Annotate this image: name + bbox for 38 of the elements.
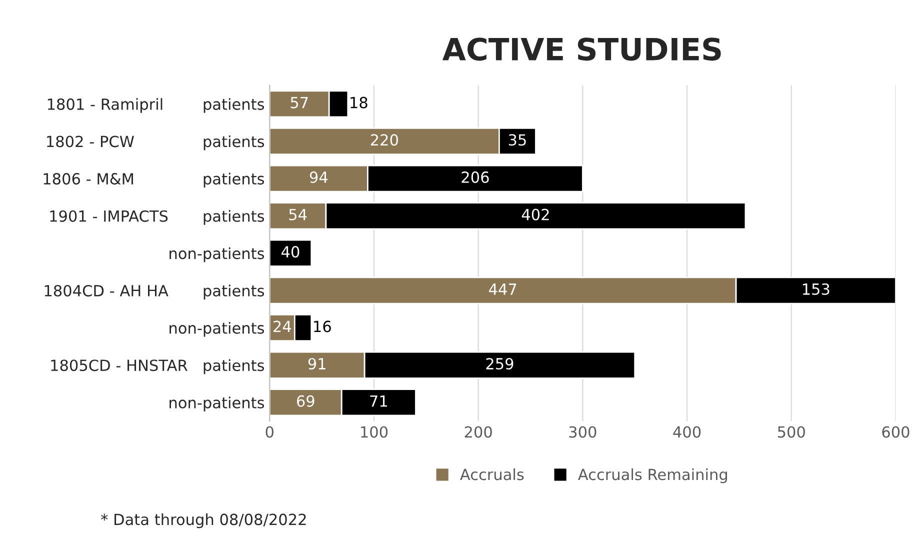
x-tick-label: 200 <box>464 426 492 438</box>
bar <box>270 239 312 267</box>
data-label: 69 <box>296 395 314 407</box>
data-label: 57 <box>290 97 308 108</box>
data-label: 94 <box>310 171 328 183</box>
text: * Data through 08/08/2022 <box>100 513 306 528</box>
y-tick-label: 1805CD - HNSTAR patients <box>51 359 264 374</box>
y-tick-label: non-patients <box>170 322 264 337</box>
x-tick-label: 300 <box>569 426 596 438</box>
data-label: 402 <box>522 208 549 220</box>
y-tick-label: 1802 - PCW patients <box>47 135 264 150</box>
y-tick-label: non-patients <box>170 247 264 262</box>
data-label: 18 <box>350 96 368 108</box>
y-tick-label: 1901 - IMPACTS patients <box>50 210 264 225</box>
data-label: 220 <box>370 134 398 146</box>
data-label: 153 <box>802 283 830 295</box>
y-tick-label: non-patients <box>170 396 264 412</box>
x-tick-label: 500 <box>778 426 805 438</box>
x-tick-label: 100 <box>361 426 388 438</box>
data-label: 35 <box>508 134 526 146</box>
legend-label: Accruals Remaining <box>578 468 727 484</box>
data-label: 447 <box>489 284 516 295</box>
data-label: 71 <box>370 395 387 407</box>
data-label: 259 <box>486 358 514 370</box>
data-label: 206 <box>462 171 489 183</box>
data-label: 54 <box>289 208 307 220</box>
y-tick-label: 1801 - Ramipril patients <box>48 98 264 113</box>
data-label: 16 <box>314 320 331 332</box>
chart-title: ACTIVE STUDIES <box>442 38 721 61</box>
data-label: 91 <box>308 358 326 370</box>
x-tick-label: 0 <box>266 426 274 438</box>
legend-label: Accruals <box>460 468 524 480</box>
y-tick-label: 1804CD - AH HA patients <box>44 284 264 300</box>
x-tick-label: 600 <box>882 426 910 438</box>
data-label: 40 <box>282 246 300 258</box>
data-label: 24 <box>274 320 292 332</box>
y-tick-label: 1806 - M&M patients <box>44 172 264 188</box>
x-tick-label: 400 <box>673 426 701 438</box>
